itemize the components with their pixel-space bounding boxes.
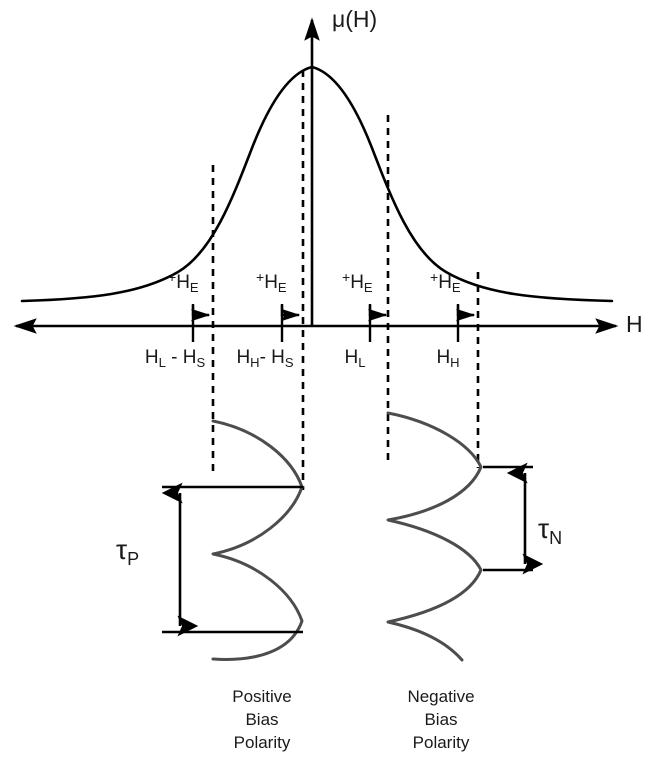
absorption-lineshape-curve [20,65,614,303]
subscript-s: S [284,355,294,370]
subscript-h: H [250,355,260,370]
tick-label-hh: HH [436,347,460,370]
negative-bias-polarity-waveform [386,411,483,662]
tau-n-label: τN [538,513,563,548]
subscript-e: E [363,280,373,295]
tau-p-label: τP [116,534,140,569]
x-axis-label: H [626,311,643,337]
tick-label-hh-minus-hs: HH- HS [236,347,294,370]
field-offset-label-3: +HE [342,269,373,295]
caption-line: Polarity [233,732,291,752]
subscript-n: N [549,528,563,548]
field-offset-label-4: +HE [430,269,461,295]
subscript-p: P [127,549,140,569]
tick-label-hl-minus-hs: HL - HS [144,347,206,370]
y-axis-label: μ(H) [332,6,378,32]
caption-line: Bias [245,709,279,729]
caption-line: Bias [424,709,458,729]
tau-n-measure [483,462,544,575]
subscript-l: L [358,355,366,370]
caption-positive-bias-polarity: Positive Bias Polarity [202,686,322,755]
plus-sign: + [342,269,351,285]
plus-sign: + [430,269,439,285]
subscript-h: H [450,355,460,370]
subscript-e: E [277,280,287,295]
subscript-s: S [196,355,206,370]
dashed-guide-lines [211,70,480,490]
field-offset-label-1: +HE [168,269,199,295]
caption-negative-bias-polarity: Negative Bias Polarity [381,686,501,755]
tau-p-measure [161,482,303,637]
tick-label-hl: HL [344,347,366,370]
subscript-e: E [451,280,461,295]
positive-bias-polarity-waveform [211,419,304,661]
plus-sign: + [168,269,177,285]
caption-line: Positive [232,687,292,706]
subscript-l: L [158,355,166,370]
field-offset-label-2: +HE [256,269,287,295]
caption-line: Polarity [412,732,470,752]
x-axis-tick-marks [191,304,460,342]
field-offset-arrows [191,305,476,322]
caption-line: Negative [407,687,475,706]
subscript-e: E [189,280,199,295]
plus-sign: + [256,269,265,285]
